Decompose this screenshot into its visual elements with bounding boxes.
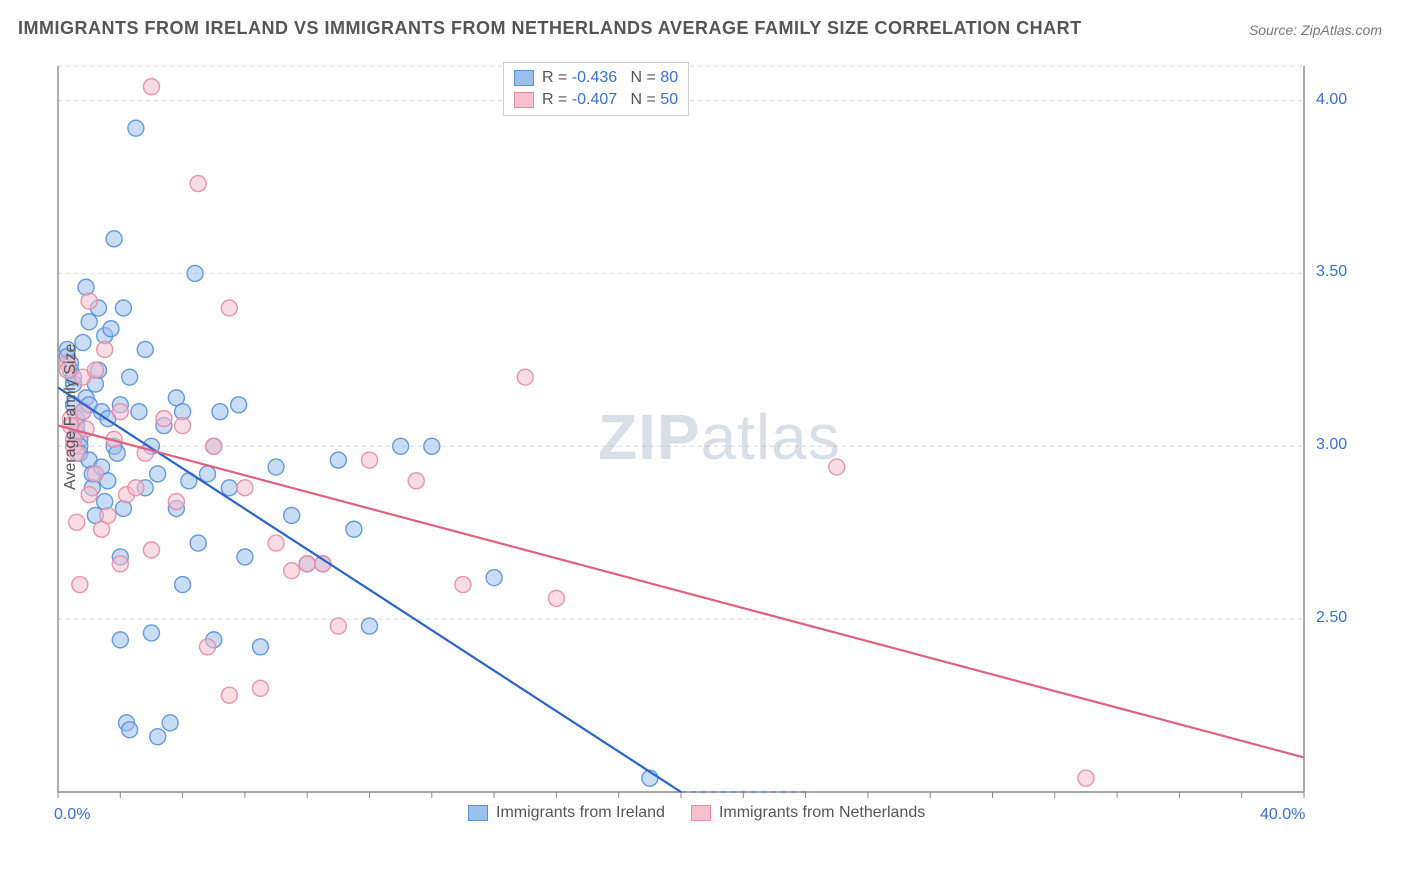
y-tick-label: 4.00 <box>1316 91 1347 109</box>
series-legend-netherlands: Immigrants from Netherlands <box>691 804 925 822</box>
series-swatch-netherlands <box>691 805 711 821</box>
source-label: Source: ZipAtlas.com <box>1249 22 1382 38</box>
chart-title: IMMIGRANTS FROM IRELAND VS IMMIGRANTS FR… <box>18 18 1082 39</box>
legend-row-netherlands: R = -0.407 N = 50 <box>514 89 678 111</box>
series-label-netherlands: Immigrants from Netherlands <box>719 804 925 822</box>
series-label-ireland: Immigrants from Ireland <box>496 804 665 822</box>
y-tick-label: 3.50 <box>1316 263 1347 281</box>
series-legend: Immigrants from Ireland Immigrants from N… <box>468 804 925 822</box>
y-axis-label: Average Family Size <box>62 344 80 490</box>
scatter-plot: Average Family Size R = -0.436 N = 80R =… <box>48 60 1364 832</box>
legend-swatch-ireland <box>514 70 534 86</box>
y-tick-label: 3.00 <box>1316 436 1347 454</box>
legend-row-ireland: R = -0.436 N = 80 <box>514 67 678 89</box>
series-legend-ireland: Immigrants from Ireland <box>468 804 665 822</box>
legend-swatch-netherlands <box>514 92 534 108</box>
correlation-legend: R = -0.436 N = 80R = -0.407 N = 50 <box>503 62 689 116</box>
x-tick-label: 0.0% <box>54 806 90 824</box>
plot-svg <box>48 60 1364 832</box>
y-tick-label: 2.50 <box>1316 609 1347 627</box>
series-swatch-ireland <box>468 805 488 821</box>
x-tick-label: 40.0% <box>1260 806 1305 824</box>
